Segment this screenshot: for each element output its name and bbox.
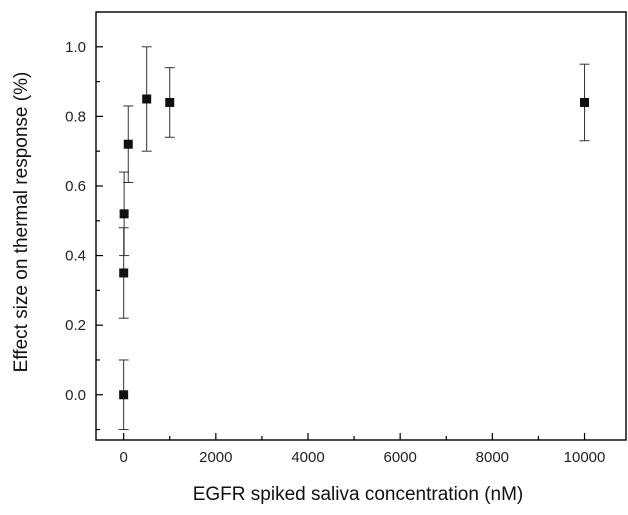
y-tick-label: 0.8	[65, 108, 86, 125]
square-marker	[142, 94, 152, 104]
y-tick-label: 1.0	[65, 39, 86, 56]
data-point	[119, 171, 130, 257]
x-tick-label: 0	[119, 449, 127, 466]
y-tick-label: 0.0	[65, 387, 86, 404]
square-marker	[580, 97, 590, 107]
x-axis: 0 2000 4000 6000 8000 10000	[119, 433, 605, 466]
plot-frame	[95, 11, 627, 441]
x-tick-label: 10000	[564, 449, 606, 466]
data-point	[118, 359, 129, 431]
data-point	[123, 105, 134, 184]
square-marker	[119, 268, 129, 278]
square-marker	[123, 139, 133, 149]
data-point	[141, 46, 152, 152]
square-marker	[119, 209, 129, 219]
y-tick-label: 0.4	[65, 248, 86, 265]
data-point	[164, 67, 175, 138]
x-tick-label: 4000	[291, 449, 324, 466]
data-points	[118, 46, 590, 431]
square-marker	[119, 390, 129, 400]
x-tick-label: 2000	[199, 449, 232, 466]
plot-border	[95, 11, 627, 441]
y-tick-label: 0.6	[65, 178, 86, 195]
x-tick-label: 8000	[476, 449, 509, 466]
y-tick-label: 0.2	[65, 317, 86, 334]
y-axis-label: Effect size on thermal response (%)	[11, 72, 32, 373]
y-axis: 0.0 0.2 0.4 0.6 0.8 1.0	[65, 11, 103, 431]
data-point	[579, 63, 590, 142]
square-marker	[165, 97, 175, 107]
x-tick-label: 6000	[383, 449, 416, 466]
x-axis-label: EGFR spiked saliva concentration (nM)	[193, 484, 524, 505]
